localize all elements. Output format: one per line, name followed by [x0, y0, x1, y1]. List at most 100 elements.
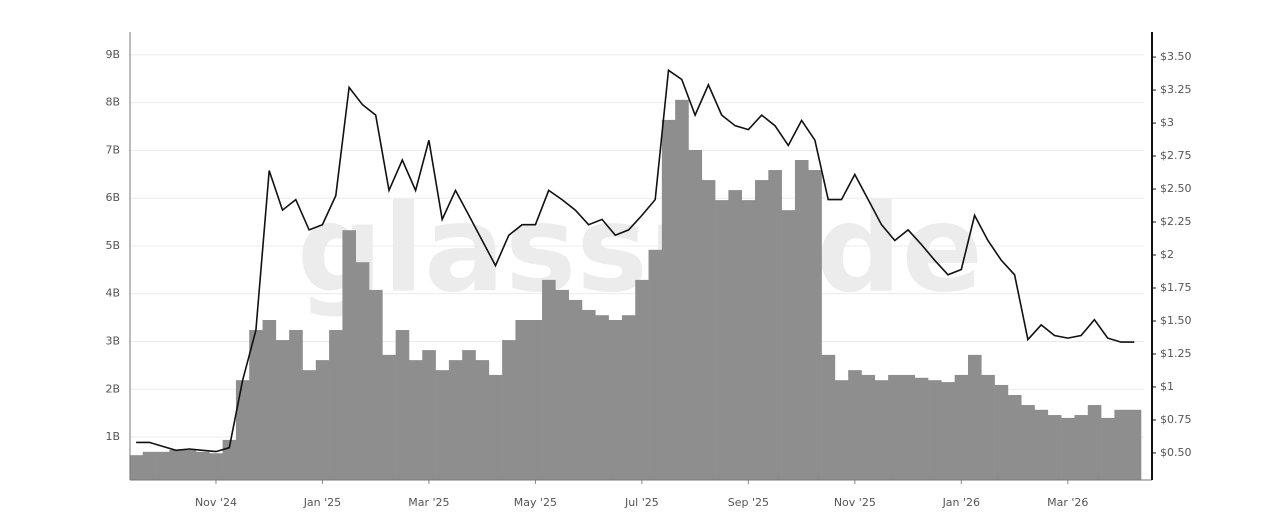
bar [342, 230, 357, 480]
bar [422, 350, 436, 480]
price-line [136, 68, 1135, 453]
bar [302, 370, 317, 480]
bar [648, 249, 663, 480]
bar [568, 299, 583, 480]
bar [528, 320, 543, 480]
x-tick-label: May '25 [514, 496, 557, 509]
y-tick-label: 7B [105, 143, 120, 156]
bar [981, 374, 995, 480]
y2-tick-label: $3.50 [1160, 50, 1192, 63]
bar [262, 320, 277, 480]
x-tick-label: Mar '26 [1047, 496, 1088, 509]
bar [142, 451, 157, 480]
y-tick-label: 1B [105, 430, 120, 443]
bar [369, 289, 383, 480]
x-tick-label: Jan '26 [942, 496, 980, 509]
y-tick-label: 9B [105, 48, 120, 61]
bar [1034, 409, 1049, 480]
bar [1087, 405, 1102, 480]
bar [848, 370, 862, 480]
y-tick-label: 2B [105, 382, 120, 395]
bar [728, 190, 743, 481]
bar [462, 350, 476, 480]
y2-tick-label: $2.25 [1160, 215, 1192, 228]
y-tick-label: 6B [105, 191, 120, 204]
x-tick-label: Nov '25 [834, 496, 876, 509]
y2-tick-label: $3.25 [1160, 83, 1192, 96]
bar [435, 370, 450, 480]
bar [1047, 415, 1062, 480]
bar [914, 377, 929, 480]
y2-tick-label: $2.75 [1160, 149, 1192, 162]
y2-tick-label: $3 [1160, 116, 1174, 129]
bar [621, 315, 636, 480]
bar [688, 149, 703, 480]
bar [1021, 405, 1035, 480]
bar [156, 451, 170, 480]
x-tick-label: Nov '24 [195, 496, 237, 509]
x-tick-label: Mar '25 [408, 496, 449, 509]
y2-tick-label: $2.50 [1160, 182, 1192, 195]
bar [941, 382, 955, 480]
bar [581, 309, 596, 480]
bar [821, 354, 836, 480]
y2-tick-label: $1.75 [1160, 281, 1192, 294]
bar [275, 340, 290, 480]
bar [355, 262, 370, 480]
bar [555, 289, 569, 480]
y-tick-label: 8B [105, 96, 120, 109]
y-tick-label: 5B [105, 239, 120, 252]
y2-tick-label: $0.75 [1160, 413, 1192, 426]
bar [661, 119, 676, 480]
x-tick-label: Jan '25 [303, 496, 341, 509]
bar [195, 451, 210, 480]
bar [874, 380, 889, 480]
y2-tick-label: $1.50 [1160, 314, 1192, 327]
bar [315, 360, 330, 480]
bar [994, 384, 1009, 480]
bar [329, 330, 343, 480]
bar [954, 374, 969, 480]
bar [768, 170, 782, 480]
bar [781, 210, 796, 481]
bar [182, 449, 197, 480]
bar [834, 380, 849, 480]
bar [209, 453, 223, 480]
bar [808, 170, 822, 480]
bar [408, 360, 423, 480]
bar [502, 340, 516, 480]
bar [395, 330, 410, 480]
bar [488, 374, 503, 480]
bar [794, 160, 809, 480]
bar [515, 320, 530, 480]
bar [448, 360, 463, 480]
bar [169, 449, 183, 480]
bar [222, 439, 237, 480]
y2-tick-label: $2 [1160, 248, 1174, 261]
bar [701, 180, 716, 481]
bar [861, 374, 876, 480]
bar [1007, 394, 1022, 480]
y2-tick-label: $0.50 [1160, 446, 1192, 459]
bar [928, 380, 942, 480]
bar [635, 279, 649, 480]
bar [595, 315, 609, 480]
bar [715, 200, 729, 481]
bar [129, 455, 144, 480]
x-tick-label: Sep '25 [728, 496, 769, 509]
bar [755, 180, 769, 481]
bar [235, 380, 250, 480]
bar [608, 320, 623, 480]
bar [1127, 409, 1142, 480]
y2-tick-label: $1 [1160, 380, 1174, 393]
y2-tick-label: $1.25 [1160, 347, 1192, 360]
y-tick-label: 3B [105, 334, 120, 347]
x-tick-label: Jul '25 [624, 496, 659, 509]
bar [901, 374, 916, 480]
bar [542, 279, 556, 480]
bar [888, 374, 902, 480]
bar [475, 360, 490, 480]
bar [741, 200, 756, 481]
bar [1101, 417, 1115, 480]
bar [1061, 417, 1075, 480]
